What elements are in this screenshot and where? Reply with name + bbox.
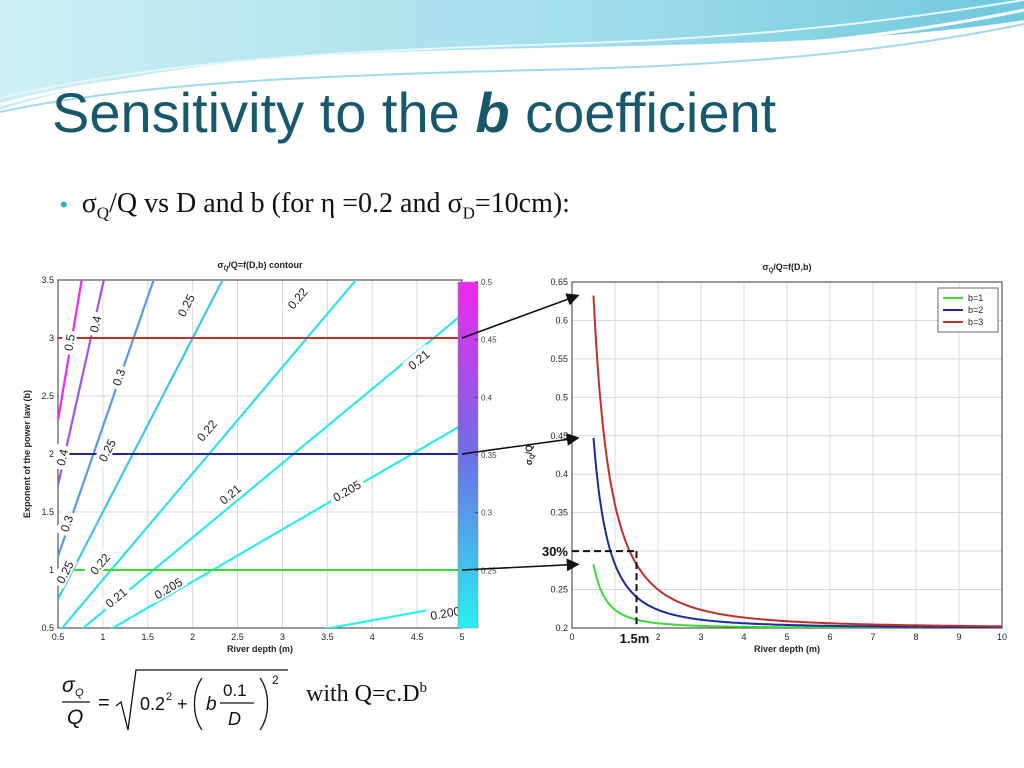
x-tick-label: 3.5 <box>321 632 334 642</box>
x-tick-label: 8 <box>913 632 918 642</box>
x-tick-label: 0 <box>569 632 574 642</box>
legend-entry: b=3 <box>968 317 983 327</box>
contour-chart: 0.5 1 1.5 2 2.5 3 3.5 4 4.5 50.511.522.533.50.50.… <box>20 258 510 660</box>
contour-label: 0.4 <box>54 447 71 467</box>
colorbar-tick-label: 0.5 <box>481 278 493 287</box>
x-tick-label: 4.5 <box>411 632 424 642</box>
y-tick-label: 3.5 <box>41 275 54 285</box>
contour-label: 0.4 <box>87 314 104 334</box>
series-line-b=2 <box>592 437 1002 628</box>
y-axis-label: Exponent of the power law (b) <box>22 390 32 518</box>
y-tick-label: 2 <box>49 449 54 459</box>
legend-entry: b=2 <box>968 305 983 315</box>
formula-sigma-sub: Q <box>75 687 84 699</box>
y-tick-label: 1.5 <box>41 507 54 517</box>
formula-plus: + <box>177 694 188 714</box>
formula-eq: = <box>98 692 110 714</box>
colorbar-tick-label: 0.35 <box>481 451 497 460</box>
y-tick-label: 0.35 <box>550 508 568 518</box>
y-tick-label: 3 <box>49 333 54 343</box>
y-tick-label: 1 <box>49 565 54 575</box>
x-tick-label: 5 <box>784 632 789 642</box>
formula-frac-den: D <box>228 709 241 729</box>
contour-label: 0.3 <box>58 513 77 534</box>
bullet-dot-icon: • <box>60 192 68 217</box>
colorbar-tick-label: 0.25 <box>481 566 497 575</box>
x-tick-label: 2 <box>190 632 195 642</box>
contour-line <box>58 280 224 600</box>
x-tick-label: 0.5 <box>52 632 65 642</box>
x-tick-label: 2 <box>655 632 660 642</box>
x-tick-label: 4 <box>741 632 746 642</box>
contour-line <box>60 280 358 628</box>
error-formula: σ Q Q = 0.2 2 + b 0.1 D 2 <box>62 669 288 731</box>
formula-term1: 0.2 <box>140 694 165 714</box>
formula-b: b <box>206 694 217 715</box>
formula-frac-num: 0.1 <box>223 681 247 700</box>
bullet-point: • σQ/Q vs D and b (for η =0.2 and σD=10cm… <box>60 188 570 223</box>
x-tick-label: 5 <box>459 632 464 642</box>
x-axis-label: River depth (m) <box>754 644 820 654</box>
contour-line <box>58 280 155 557</box>
contour-line <box>324 602 462 628</box>
x-tick-label: 6 <box>827 632 832 642</box>
x-tick-label: 3 <box>698 632 703 642</box>
formula-outer-exp: 2 <box>272 673 279 687</box>
contour-line <box>110 424 462 628</box>
y-tick-label: 0.5 <box>555 392 568 402</box>
contour-label: 0.3 <box>110 367 129 388</box>
colorbar-tick-label: 0.3 <box>481 509 493 518</box>
legend-entry: b=1 <box>968 293 983 303</box>
chart-title: σQ/Q=f(D,b) <box>762 262 811 274</box>
formula-term1-exp: 2 <box>166 691 172 703</box>
y-tick-label: 0.4 <box>555 469 568 479</box>
slide-title: Sensitivity to the b coefficient <box>52 81 777 144</box>
y-tick-label: 0.65 <box>550 277 568 287</box>
y-tick-label: 0.55 <box>550 354 568 364</box>
annotation-label-x: 1.5m <box>620 631 650 646</box>
contour-label: 0.5 <box>61 333 78 352</box>
x-tick-label: 7 <box>870 632 875 642</box>
depth-line-chart: 0123456789100.20.250.30.350.40.450.50.55… <box>518 258 1010 660</box>
chart-title: σQ/Q=f(D,b) contour <box>217 260 303 272</box>
x-tick-label: 1 <box>100 632 105 642</box>
colorbar-tick-label: 0.45 <box>481 336 497 345</box>
header-wave-banner <box>0 0 1024 113</box>
x-tick-label: 4 <box>370 632 375 642</box>
y-tick-label: 0.2 <box>555 623 568 633</box>
title-emphasis: b <box>475 81 510 144</box>
formula-sigma: σ <box>62 674 76 697</box>
x-tick-label: 9 <box>956 632 961 642</box>
x-tick-label: 10 <box>997 632 1007 642</box>
legend <box>937 287 999 333</box>
formula-q: Q <box>67 706 83 729</box>
y-tick-label: 2.5 <box>41 391 54 401</box>
power-law-note: with Q=c.Db <box>306 680 428 707</box>
y-tick-label: 0.5 <box>41 623 54 633</box>
y-tick-label: 0.25 <box>550 585 568 595</box>
x-tick-label: 1.5 <box>142 632 155 642</box>
annotation-label-y: 30% <box>542 544 568 559</box>
x-axis-label: River depth (m) <box>227 644 293 654</box>
y-tick-label: 0.6 <box>555 315 568 325</box>
y-tick-label: 0.45 <box>550 431 568 441</box>
series-line-b=3 <box>592 295 1002 628</box>
x-tick-label: 2.5 <box>231 632 244 642</box>
colorbar-tick-label: 0.4 <box>481 393 493 402</box>
x-tick-label: 3 <box>280 632 285 642</box>
